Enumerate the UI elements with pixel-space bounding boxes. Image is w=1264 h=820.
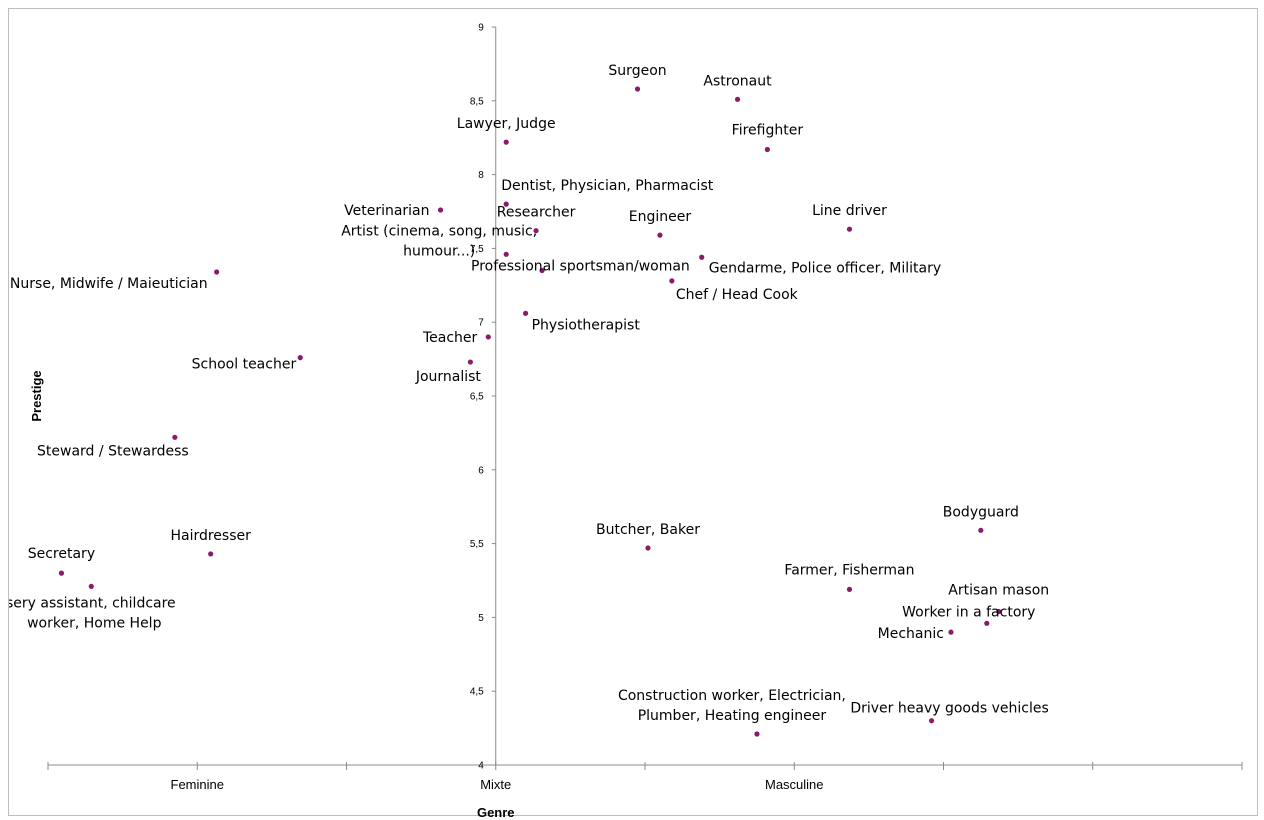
data-point bbox=[539, 267, 545, 274]
data-point bbox=[523, 310, 529, 316]
y-tick-label: 6 bbox=[478, 465, 484, 476]
data-point bbox=[533, 228, 539, 234]
data-point bbox=[928, 718, 935, 724]
data-point-label: Surgeon bbox=[608, 63, 666, 79]
chart-frame: Genre Prestige 4 4,5 5 5,5 6 6,5 7 7,5 8 8,5 9 Femi… bbox=[8, 8, 1258, 817]
y-tick-label: 6,5 bbox=[470, 392, 484, 403]
data-point-label: Hairdresser bbox=[170, 528, 251, 544]
y-tick-label: 4 bbox=[478, 761, 484, 772]
y-axis-title: Prestige bbox=[29, 370, 44, 421]
y-tick-label: 8,5 bbox=[470, 96, 484, 107]
x-category-label: Mixte bbox=[480, 777, 511, 792]
data-point bbox=[764, 146, 770, 153]
data-point-label: Construction worker, Electrician, Plumber… bbox=[618, 688, 846, 724]
data-point-label: Engineer bbox=[629, 209, 692, 225]
x-category-label: Feminine bbox=[171, 777, 224, 792]
data-point bbox=[503, 201, 509, 207]
data-point bbox=[996, 608, 1002, 615]
data-point-label: Farmer, Fisherman bbox=[784, 562, 914, 578]
y-tick-label: 7,5 bbox=[470, 244, 484, 255]
data-point bbox=[846, 586, 853, 592]
point-labels: Surgeon Astronaut Lawyer, Judge Firefighter… bbox=[9, 63, 1049, 724]
data-point-label: Researcher bbox=[497, 205, 576, 221]
data-point-label: Teacher bbox=[422, 330, 478, 346]
ticks: 4 4,5 5 5,5 6 6,5 7 7,5 8 8,5 9 Feminine Mixte Mascul… bbox=[47, 23, 1243, 792]
data-point-label: Journalist bbox=[415, 369, 482, 385]
data-point bbox=[58, 570, 65, 576]
data-point-label: Artisan mason bbox=[948, 582, 1049, 598]
data-point-label: Veterinarian bbox=[344, 203, 429, 219]
y-tick-label: 4,5 bbox=[470, 687, 484, 698]
y-tick-label: 5,5 bbox=[470, 539, 484, 550]
data-point bbox=[503, 139, 509, 145]
data-point bbox=[503, 251, 509, 257]
data-point bbox=[734, 96, 741, 102]
data-point-label: Driver heavy goods vehicles bbox=[850, 701, 1048, 717]
data-point bbox=[214, 269, 220, 275]
data-point bbox=[754, 731, 760, 737]
data-point bbox=[208, 551, 214, 557]
data-point bbox=[978, 527, 984, 533]
data-point-label: Physiotherapist bbox=[532, 317, 641, 333]
data-point-label: Dentist, Physician, Pharmacist bbox=[501, 178, 714, 194]
x-category-label: Masculine bbox=[765, 777, 824, 792]
y-tick-label: 5 bbox=[478, 613, 484, 624]
data-point bbox=[297, 355, 303, 361]
data-point-label: Secretary bbox=[28, 546, 95, 562]
data-point-label: Bodyguard bbox=[943, 504, 1019, 520]
data-point-label: Chef / Head Cook bbox=[676, 287, 799, 303]
data-point-label: Line driver bbox=[812, 203, 887, 219]
data-point bbox=[699, 254, 705, 260]
data-point-label: Firefighter bbox=[732, 123, 804, 139]
x-axis-title: Genre bbox=[477, 805, 515, 817]
data-point-label: School teacher bbox=[192, 357, 297, 373]
data-points bbox=[58, 86, 1002, 737]
data-point bbox=[485, 334, 491, 340]
data-point bbox=[467, 359, 473, 365]
data-point bbox=[846, 226, 853, 232]
data-point-label: Artist (cinema, song, music, humour...) bbox=[341, 223, 537, 259]
data-point-label: Mechanic bbox=[878, 626, 944, 642]
data-point-label: Professional sportsman/woman bbox=[471, 259, 690, 275]
data-point-label: Gendarme, Police officer, Military bbox=[709, 260, 941, 276]
y-tick-label: 8 bbox=[478, 170, 484, 181]
data-point-label: Worker in a factory bbox=[902, 604, 1035, 620]
data-point-label: Butcher, Baker bbox=[596, 522, 700, 538]
data-point bbox=[669, 278, 675, 284]
data-point bbox=[645, 545, 651, 551]
data-point bbox=[88, 583, 94, 590]
y-tick-label: 9 bbox=[478, 23, 484, 34]
data-point bbox=[657, 232, 663, 238]
data-point-label: Steward / Stewardess bbox=[37, 443, 189, 459]
y-tick-label: 7 bbox=[478, 318, 484, 329]
data-point-label: Lawyer, Judge bbox=[457, 116, 556, 132]
data-point bbox=[437, 207, 444, 213]
data-point bbox=[634, 86, 641, 92]
data-point-label: Astronaut bbox=[703, 73, 772, 89]
data-point bbox=[948, 629, 954, 635]
data-point bbox=[172, 434, 178, 440]
scatter-chart: Genre Prestige 4 4,5 5 5,5 6 6,5 7 7,5 8 8,5 9 Femi… bbox=[9, 23, 1243, 817]
data-point-label: Nurse, Midwife / Maieutician bbox=[10, 276, 208, 292]
data-point bbox=[984, 620, 990, 626]
